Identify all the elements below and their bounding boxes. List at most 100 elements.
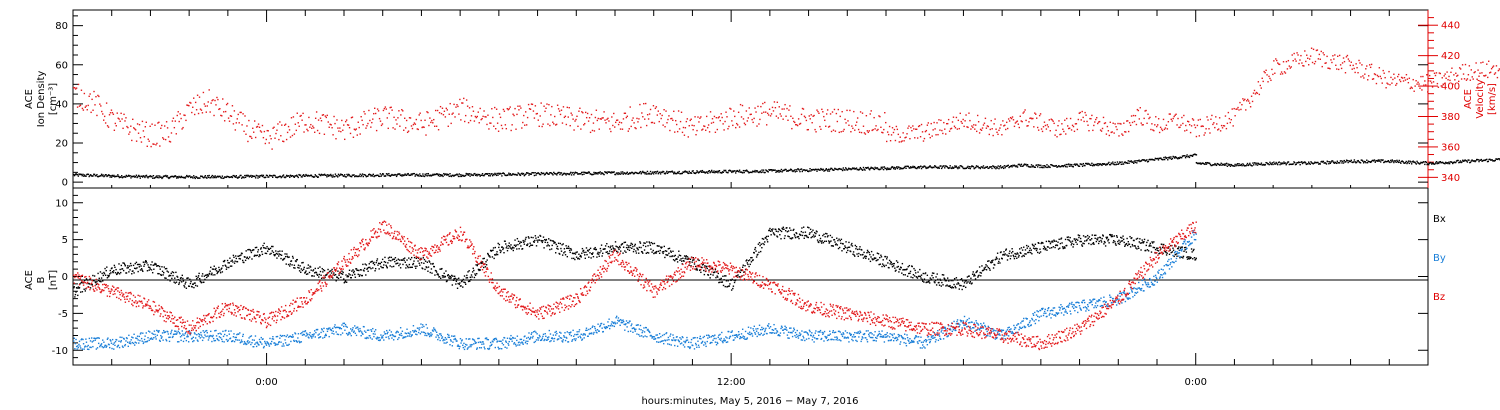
- velocity-series-a-point: [461, 102, 463, 104]
- density-series-a-point: [673, 171, 676, 173]
- density-series-b-point: [1260, 162, 1263, 164]
- velocity-series-a-point: [444, 116, 447, 118]
- density-series-a-point: [555, 173, 557, 175]
- density-series-a-point: [848, 167, 850, 169]
- bx-series-point: [154, 262, 156, 265]
- density-series-b-point: [1376, 159, 1378, 162]
- velocity-tick-label: 400: [1441, 82, 1460, 93]
- bx-series-point: [385, 264, 387, 267]
- density-series-a-point: [573, 174, 575, 176]
- density-series-a: [73, 153, 1198, 180]
- bx-series-point: [231, 259, 233, 261]
- velocity-series-b-point: [1419, 87, 1421, 89]
- velocity-series-b-point: [1460, 78, 1463, 80]
- bx-series-point: [171, 271, 174, 273]
- bx-series-point: [135, 267, 137, 270]
- bx-series-point: [372, 262, 375, 264]
- bx-series-point: [459, 282, 461, 284]
- density-series-a-point: [776, 170, 778, 172]
- bx-series-point: [403, 259, 405, 262]
- density-series-a-point: [765, 169, 767, 171]
- density-series-a-point: [764, 171, 766, 174]
- velocity-series-a-point: [330, 124, 332, 126]
- bx-series-point: [389, 265, 391, 267]
- velocity-series-a-point: [128, 133, 130, 135]
- density-series-a-point: [385, 173, 388, 175]
- bx-series-point: [175, 281, 178, 283]
- velocity-series-a-point: [842, 130, 844, 132]
- density-series-a-point: [707, 172, 709, 174]
- velocity-series-a-point: [254, 136, 257, 139]
- density-series-a-point: [426, 173, 428, 175]
- velocity-series-a-point: [350, 116, 353, 119]
- density-series-b-point: [1424, 163, 1426, 166]
- velocity-series-a-point: [356, 134, 358, 136]
- velocity-series-b-point: [968, 112, 970, 114]
- density-series-a-point: [121, 175, 123, 177]
- density-series-a-point: [872, 167, 874, 169]
- bx-series-point: [109, 269, 111, 272]
- velocity-series-a-point: [594, 116, 597, 119]
- density-series-a-point: [645, 173, 648, 175]
- density-series-a-point: [212, 176, 214, 179]
- velocity-series-b-point: [1447, 79, 1449, 81]
- velocity-series-a-point: [805, 119, 808, 122]
- velocity-series-a-point: [449, 102, 451, 105]
- velocity-series-b-point: [1485, 74, 1487, 77]
- density-series-a-point: [278, 176, 280, 178]
- density-series-a-point: [118, 176, 121, 179]
- density-series-a-point: [982, 167, 984, 169]
- density-series-a-point: [502, 172, 505, 174]
- bx-series-point: [493, 257, 495, 260]
- bx-series-point: [305, 273, 308, 275]
- velocity-series-a-point: [707, 124, 710, 126]
- velocity-series-b-point: [1440, 85, 1442, 87]
- density-series-a-point: [79, 173, 81, 176]
- bx-series-point: [485, 261, 487, 263]
- bx-series-point: [302, 261, 304, 264]
- density-series-a-point: [401, 175, 403, 177]
- density-series-a-point: [170, 175, 172, 178]
- density-series-a-point: [1164, 156, 1167, 158]
- density-series-b-point: [1269, 161, 1271, 164]
- density-series-b-point: [1466, 161, 1469, 163]
- bx-series-point: [171, 277, 173, 280]
- bx-series-point: [318, 276, 320, 278]
- velocity-series-b-point: [1018, 126, 1020, 129]
- density-series-a-point: [1191, 154, 1193, 157]
- bx-series-point: [381, 266, 383, 269]
- density-series-a-point: [960, 165, 962, 167]
- velocity-series-b: [886, 47, 1500, 143]
- density-series-b-point: [1469, 161, 1472, 164]
- density-series-a-point: [923, 165, 926, 167]
- bx-series-point: [482, 257, 484, 260]
- density-series-a-point: [1153, 159, 1155, 161]
- density-series-a-point: [504, 174, 506, 176]
- bx-series-point: [126, 267, 128, 269]
- velocity-series-a-point: [778, 106, 780, 108]
- bx-series-point: [386, 267, 388, 269]
- velocity-series-b-point: [1099, 129, 1102, 131]
- velocity-series-b-point: [1066, 125, 1069, 127]
- velocity-series-a-point: [764, 101, 766, 104]
- bx-series-point: [435, 270, 437, 272]
- velocity-series-b-point: [1016, 120, 1019, 122]
- density-series-a-point: [162, 176, 164, 179]
- bx-series-point: [453, 278, 455, 280]
- velocity-series-b-point: [1212, 123, 1214, 126]
- velocity-series-a-point: [225, 103, 228, 106]
- density-series-a-point: [1177, 158, 1179, 160]
- velocity-series-a-point: [596, 119, 599, 122]
- velocity-series-a-point: [399, 125, 401, 127]
- density-series-b-point: [1290, 163, 1293, 166]
- density-series-a-point: [1051, 164, 1054, 167]
- density-series-a-point: [512, 173, 514, 175]
- velocity-series-b-point: [1124, 131, 1126, 133]
- density-series-a-point: [683, 170, 686, 173]
- velocity-series-a-point: [561, 122, 564, 124]
- density-series-a-point: [204, 175, 207, 177]
- velocity-series-b-point: [1312, 48, 1315, 51]
- density-series-a-point: [1186, 154, 1188, 156]
- density-series-a-point: [697, 172, 700, 174]
- velocity-series-a-point: [209, 111, 211, 113]
